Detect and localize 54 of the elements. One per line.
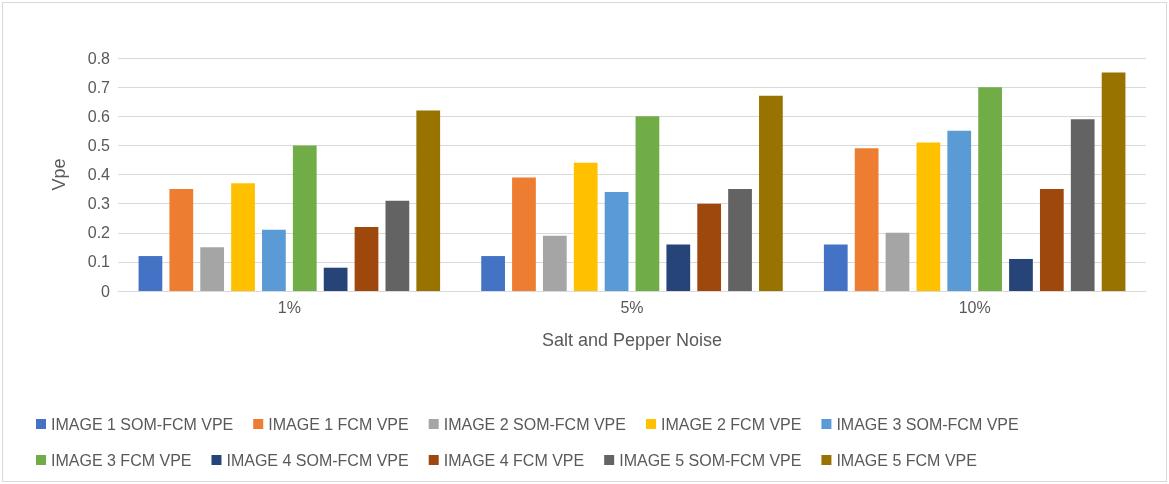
x-axis-title: Salt and Pepper Noise	[541, 330, 723, 350]
legend-label: IMAGE 3 SOM-FCM VPE	[836, 415, 1019, 433]
legend-label: IMAGE 1 SOM-FCM VPE	[51, 415, 234, 433]
bar	[138, 256, 163, 291]
bar	[823, 244, 848, 291]
bar	[200, 247, 225, 291]
bar	[916, 142, 941, 291]
bar	[323, 267, 348, 291]
y-tick-label: 0	[101, 282, 111, 300]
y-tick-label: 0.2	[87, 224, 111, 242]
x-tick-label: 10%	[958, 298, 991, 316]
bar	[635, 116, 660, 291]
x-tick-label: 1%	[277, 298, 301, 316]
bar	[1039, 189, 1064, 291]
y-tick-label: 0.4	[87, 166, 111, 183]
bar	[354, 226, 379, 291]
bar	[262, 229, 286, 291]
bar	[512, 177, 536, 291]
legend-label: IMAGE 2 FCM VPE	[660, 415, 802, 433]
bar	[416, 110, 441, 291]
bar	[728, 189, 752, 291]
y-tick-label: 0.8	[87, 49, 111, 67]
bar	[854, 148, 879, 291]
bar	[573, 162, 598, 291]
bar	[542, 235, 567, 291]
y-tick-label: 0.7	[87, 78, 111, 96]
bar	[231, 183, 255, 291]
bar	[1101, 72, 1126, 291]
legend-label: IMAGE 5 SOM-FCM VPE	[619, 451, 802, 469]
legend-label: IMAGE 5 FCM VPE	[836, 451, 977, 469]
y-tick-label: 0.5	[87, 136, 111, 154]
bar	[978, 87, 1002, 291]
y-axis-title: Vpe	[49, 158, 69, 191]
legend-label: IMAGE 2 SOM-FCM VPE	[443, 415, 626, 433]
y-tick-label: 0.6	[87, 107, 111, 125]
legend-label: IMAGE 4 FCM VPE	[443, 451, 585, 469]
bar	[885, 232, 910, 291]
bar	[697, 203, 722, 291]
bar	[604, 191, 629, 291]
bar	[385, 200, 410, 291]
legend-label: IMAGE 1 FCM VPE	[268, 415, 409, 433]
legend-label: IMAGE 3 FCM VPE	[51, 451, 192, 469]
legend-label: IMAGE 4 SOM-FCM VPE	[226, 451, 409, 469]
bar	[169, 189, 194, 291]
bar	[481, 256, 505, 291]
bar	[292, 145, 317, 291]
y-tick-label: 0.3	[87, 195, 111, 213]
bar	[1070, 119, 1095, 291]
bar	[947, 130, 972, 291]
x-tick-label: 5%	[620, 298, 644, 316]
bar	[1009, 258, 1033, 291]
y-tick-label: 0.1	[87, 253, 111, 271]
bar	[759, 95, 783, 291]
bar	[666, 244, 691, 291]
